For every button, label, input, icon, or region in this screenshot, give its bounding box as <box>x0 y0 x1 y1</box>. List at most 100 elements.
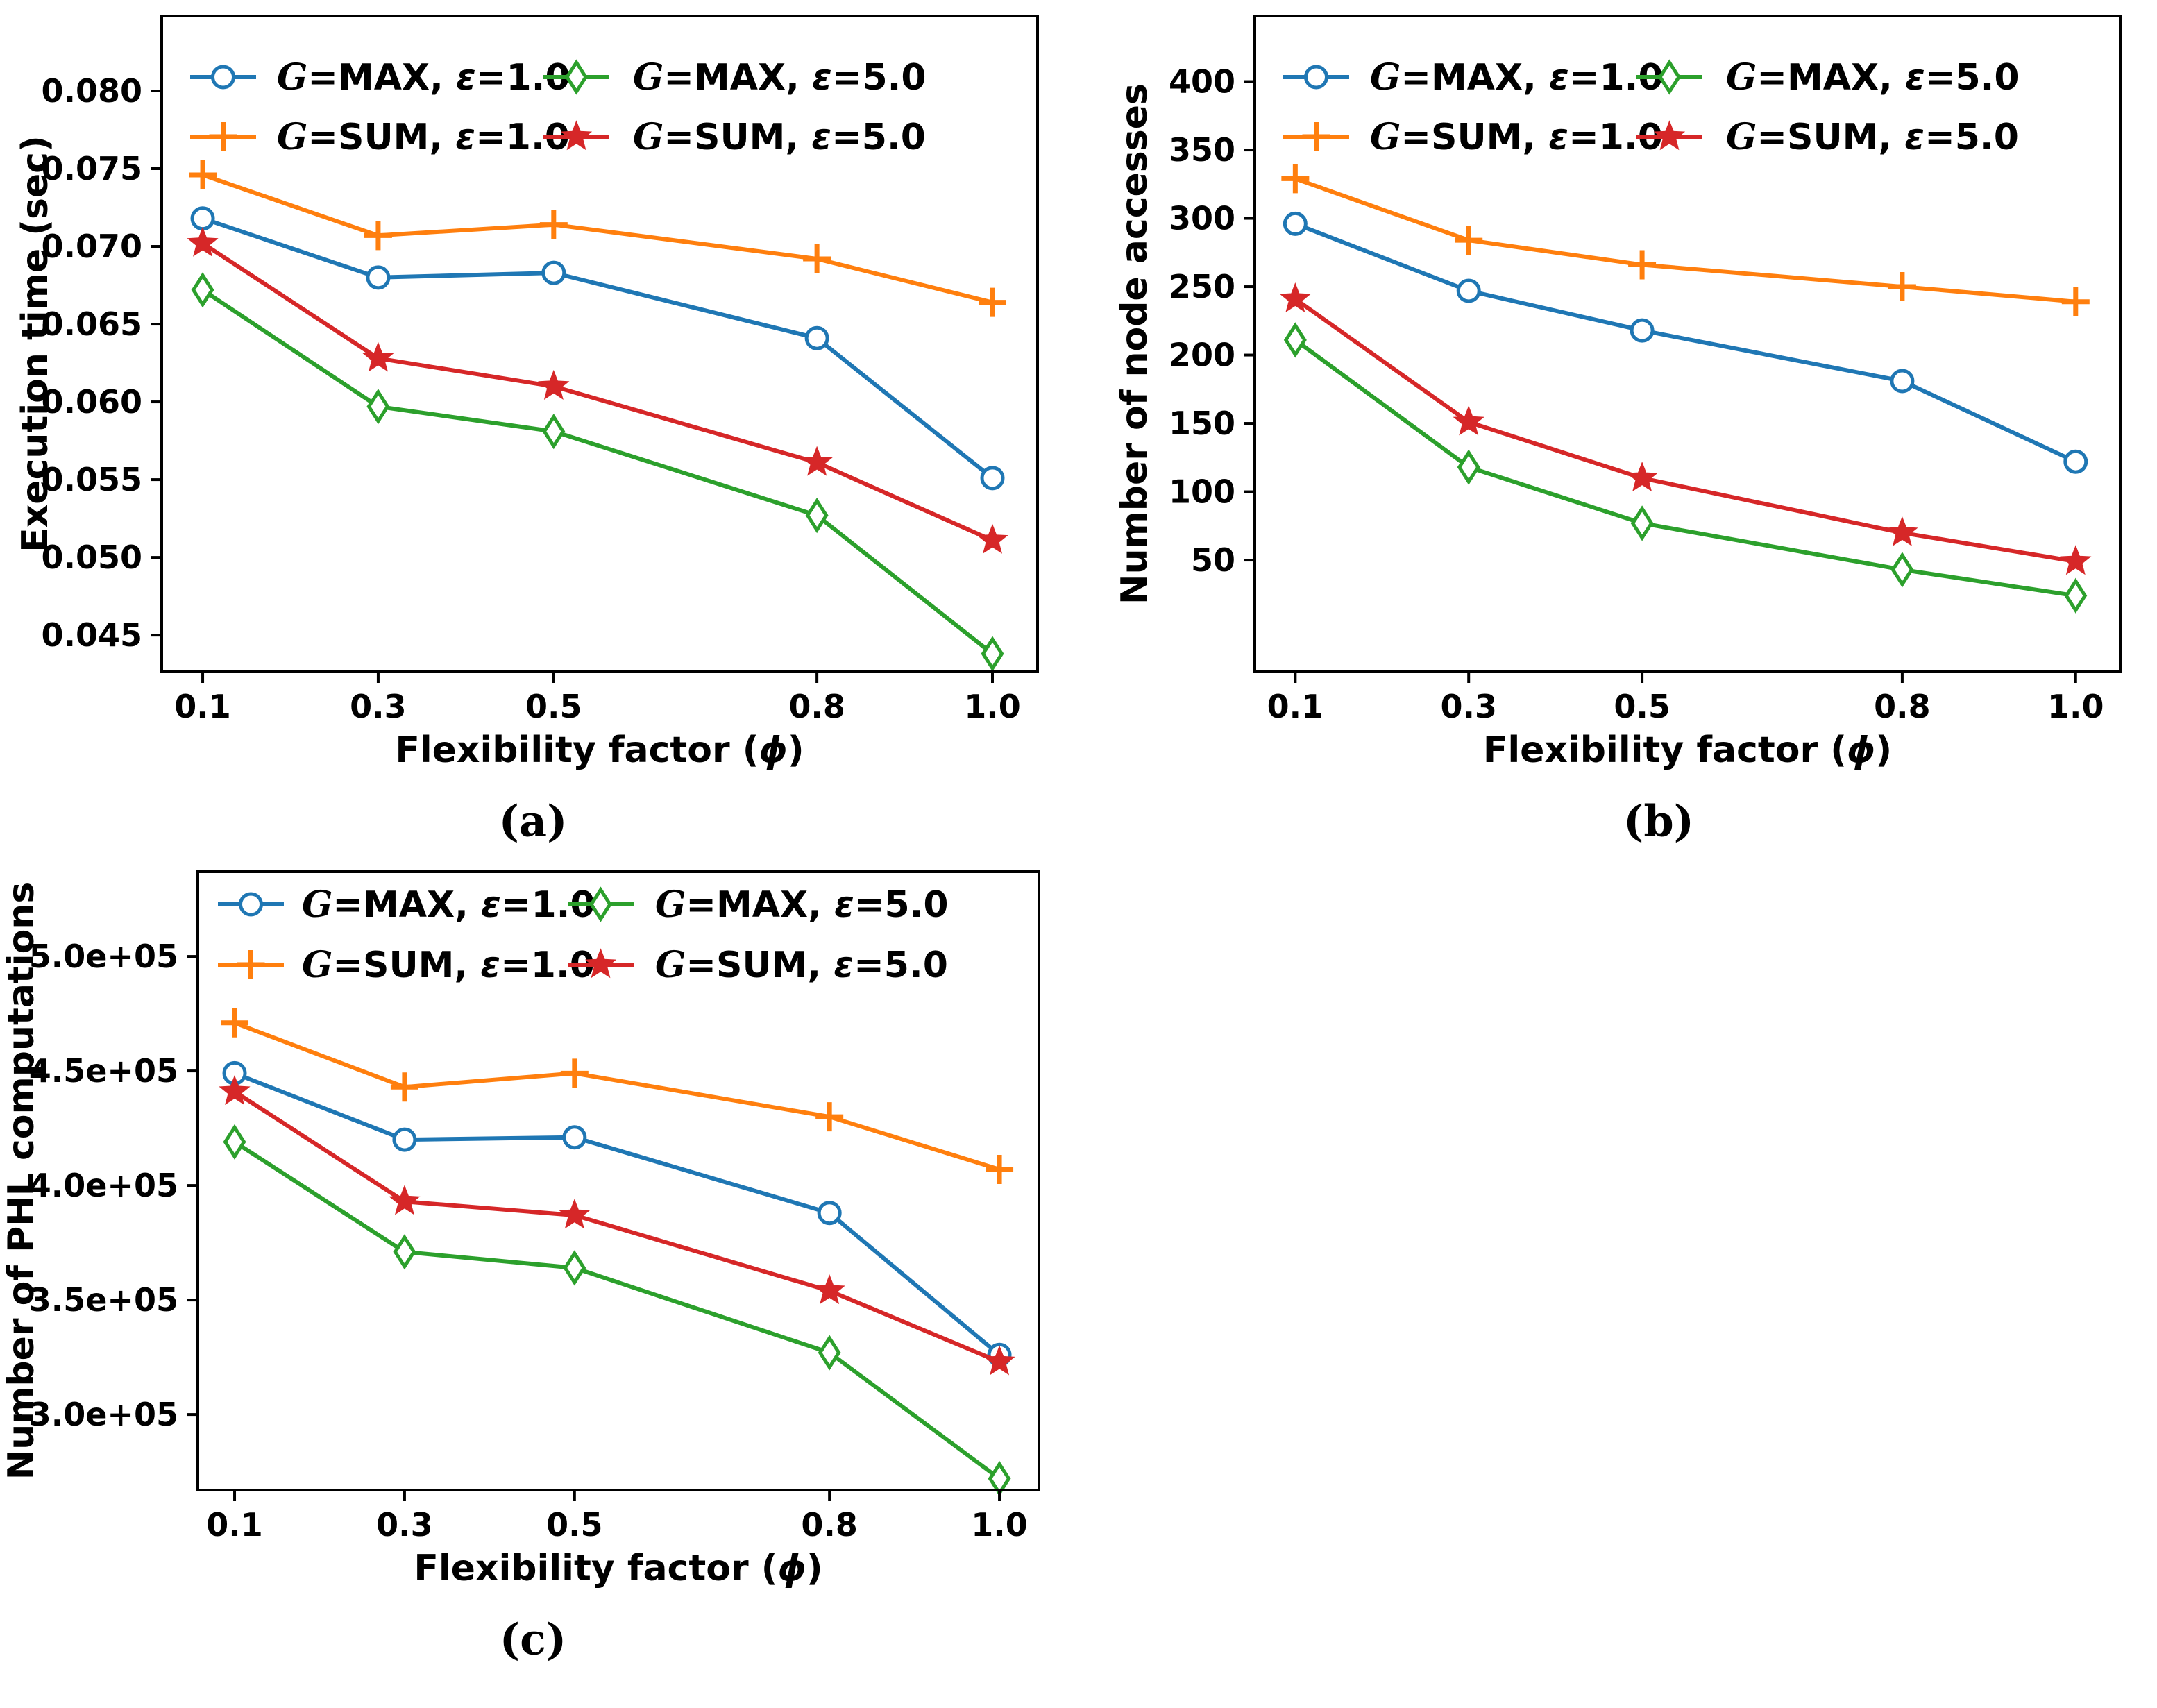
series-max_e1-circle-marker <box>541 260 566 285</box>
series-max_e5-diamond-marker <box>805 497 829 534</box>
x-tick-label: 0.3 <box>376 1506 433 1544</box>
series-sum_e5-star-marker <box>1453 405 1484 436</box>
series-sum_e1-plus-marker <box>979 287 1007 317</box>
series-max_e1-circle-marker <box>980 466 1005 491</box>
series-max_e5-diamond-marker <box>2064 577 2088 614</box>
legend-entry-max_e1: G=MAX, ε=1.0 <box>1283 56 1664 99</box>
series-line-sum_e1 <box>233 1020 1000 1172</box>
series-max_e1-circle-marker <box>817 1201 842 1226</box>
legend-entry-max_e5: G=MAX, ε=5.0 <box>568 883 949 926</box>
series-sum_e5-star-marker <box>538 369 570 400</box>
legend-label-sum_e5: G=SUM, ε=5.0 <box>655 944 948 986</box>
series-sum_e1-plus-marker <box>1888 272 1916 302</box>
series-sum_e5-star-marker <box>983 1345 1015 1376</box>
legend-max_e1-circle-marker <box>211 65 235 90</box>
y-axis-label: Number of node accesses <box>1114 83 1156 604</box>
legend-entry-max_e1: G=MAX, ε=1.0 <box>190 56 570 99</box>
y-tick-label: 0.060 <box>41 383 142 421</box>
legend-label-sum_e1: G=SUM, ε=1.0 <box>277 116 570 158</box>
series-sum_e1-plus-marker <box>803 244 831 273</box>
legend-label-max_e5: G=MAX, ε=5.0 <box>1726 56 2020 99</box>
series-sum_e5-star-marker <box>1279 282 1311 313</box>
y-tick-label: 3.5e+05 <box>29 1281 178 1319</box>
y-tick-label: 0.045 <box>41 616 142 654</box>
series-max_e1-circle-marker <box>366 265 391 290</box>
series-sum_e5-star-marker <box>813 1274 845 1305</box>
series-sum_e5-star-marker <box>1886 516 1918 546</box>
series-max_e5-diamond-marker <box>981 636 1004 672</box>
legend-entry-sum_e5: G=SUM, ε=5.0 <box>1636 116 2019 158</box>
series-sum_e5-star-marker <box>976 523 1008 554</box>
series-max_e1-circle-marker <box>1283 211 1308 236</box>
y-axis-label: Number of PHL computations <box>1 882 42 1480</box>
series-max_e5-diamond-marker <box>393 1234 416 1270</box>
y-tick-label: 0.055 <box>41 461 142 498</box>
y-axis-label: Execution time (sec) <box>15 135 56 552</box>
caption-c: (c) <box>499 1614 567 1665</box>
series-sum_e1-plus-marker <box>1455 226 1483 255</box>
series-max_e1-circle-marker <box>190 206 215 231</box>
legend-entry-max_e5: G=MAX, ε=5.0 <box>543 56 927 99</box>
y-tick-label: 100 <box>1169 473 1235 511</box>
series-max_e1-circle-marker <box>1890 369 1915 394</box>
x-axis-label: Flexibility factor (ϕ) <box>395 729 804 771</box>
series-max_e5-diamond-marker <box>1457 449 1480 485</box>
series-max_e5-diamond-marker <box>1630 505 1654 541</box>
legend-label-max_e1: G=MAX, ε=1.0 <box>1370 56 1664 99</box>
series-sum_e5-star-marker <box>559 1199 591 1229</box>
y-tick-label: 0.065 <box>41 305 142 343</box>
chart-c: 0.1 0.3 0.5 0.8 1.0 3.0e+05 3.5e+05 4.0e+05 4.5e… <box>1 870 1040 1589</box>
legend-label-sum_e5: G=SUM, ε=5.0 <box>1726 116 2019 158</box>
y-tick-label: 200 <box>1169 337 1235 374</box>
series-max_e5-diamond-marker <box>542 414 566 450</box>
legend-sum_e1-plus-marker <box>209 122 237 151</box>
series-max_e5-diamond-marker <box>191 272 214 308</box>
x-tick-label: 1.0 <box>2047 688 2104 725</box>
series-sum_e5-star-marker <box>2060 545 2092 575</box>
x-tick-label: 0.3 <box>1440 688 1497 725</box>
y-tick-label: 0.050 <box>41 539 142 576</box>
series-max_e1-circle-marker <box>804 325 829 350</box>
series-max_e5-diamond-marker <box>1890 552 1914 588</box>
legend-label-max_e5: G=MAX, ε=5.0 <box>633 56 927 99</box>
legend-entry-max_e1: G=MAX, ε=1.0 <box>218 883 595 926</box>
series-max_e5-diamond-marker <box>563 1250 586 1286</box>
series-sum_e1-plus-marker <box>986 1155 1014 1184</box>
series-sum_e5-star-marker <box>1626 462 1658 492</box>
x-tick-label: 1.0 <box>971 1506 1028 1544</box>
y-tick-label: 400 <box>1169 63 1235 101</box>
chart-b: 0.1 0.3 0.5 0.8 1.0 50 100 150 200 250 300 350 400 Fl… <box>1114 15 2122 771</box>
series-sum_e1-plus-marker <box>390 1072 418 1102</box>
x-tick-label: 0.8 <box>788 688 845 725</box>
y-tick-label: 50 <box>1191 541 1235 579</box>
series-sum_e5-star-marker <box>187 226 219 257</box>
legend-entry-sum_e1: G=SUM, ε=1.0 <box>190 116 570 158</box>
legend-sum_e1-plus-marker <box>237 950 265 979</box>
x-axis-label: Flexibility factor (ϕ) <box>1483 729 1892 771</box>
x-axis-label: Flexibility factor (ϕ) <box>414 1548 822 1589</box>
legend-entry-sum_e1: G=SUM, ε=1.0 <box>218 944 595 986</box>
y-tick-label: 4.5e+05 <box>29 1052 178 1090</box>
legend-sum_e5-star-marker <box>584 948 617 979</box>
legend-label-max_e1: G=MAX, ε=1.0 <box>302 883 595 926</box>
legend-max_e5-diamond-marker <box>565 59 588 95</box>
y-tick-label: 4.0e+05 <box>29 1167 178 1204</box>
legend-sum_e1-plus-marker <box>1302 122 1330 151</box>
axes-frame <box>1253 15 2122 673</box>
axes-frame <box>160 15 1039 673</box>
series-sum_e1-plus-marker <box>2061 287 2090 316</box>
x-tick-label: 0.1 <box>174 688 231 725</box>
caption-a: (a) <box>498 795 568 847</box>
series-line-sum_e5 <box>201 241 994 543</box>
y-tick-label: 3.0e+05 <box>29 1396 178 1433</box>
legend-max_e5-diamond-marker <box>589 886 612 922</box>
series-max_e1-circle-marker <box>392 1127 417 1152</box>
series-max_e1-circle-marker <box>1456 278 1481 303</box>
series-max_e1-circle-marker <box>2063 449 2088 474</box>
axes-frame <box>196 870 1040 1491</box>
x-tick-label: 0.8 <box>801 1506 858 1544</box>
legend-label-sum_e1: G=SUM, ε=1.0 <box>302 944 595 986</box>
x-tick-label: 0.5 <box>546 1506 603 1544</box>
